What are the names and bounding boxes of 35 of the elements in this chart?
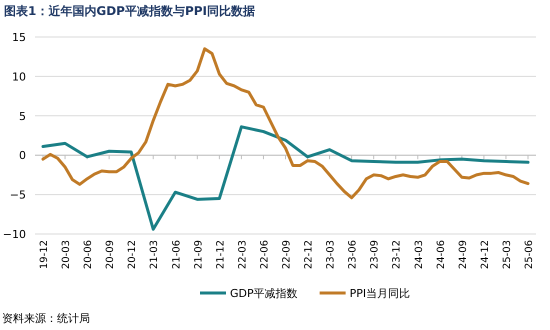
x-tick-label: 21-06 — [171, 240, 182, 270]
x-tick-label: 22-12 — [304, 240, 315, 270]
x-tick-label: 21-09 — [193, 240, 204, 270]
legend-label: PPI当月同比 — [350, 287, 410, 300]
text: 资料来源：统计局 — [2, 312, 90, 325]
x-tick-label: 25-03 — [502, 240, 513, 270]
x-tick-label: 20-06 — [83, 240, 94, 270]
y-tick-label: −10 — [2, 228, 26, 241]
y-tick-label: 10 — [12, 70, 26, 84]
legend-label: GDP平减指数 — [230, 287, 298, 300]
y-tick-label: 15 — [12, 31, 26, 44]
x-tick-label: 21-12 — [215, 240, 226, 270]
x-tick-label: 24-09 — [458, 240, 469, 270]
x-tick-label: 20-12 — [127, 240, 138, 270]
line-series — [42, 47, 530, 200]
x-tick-label: 20-03 — [61, 240, 72, 270]
x-tick-label: 21-03 — [149, 240, 160, 270]
x-tick-label: 23-06 — [348, 240, 359, 270]
x-tick-label: 25-06 — [524, 240, 535, 270]
x-tick-label: 24-06 — [436, 240, 447, 270]
x-tick-label: 24-12 — [480, 240, 491, 270]
x-tick-label: 19-12 — [39, 240, 50, 270]
line-series — [42, 125, 530, 231]
x-tick-label: 23-12 — [392, 240, 403, 270]
x-tick-label: 22-06 — [259, 240, 270, 270]
y-tick-label: 0 — [19, 149, 26, 162]
y-tick-label: −5 — [10, 188, 26, 202]
x-tick-label: 22-03 — [237, 240, 248, 270]
x-tick-label: 23-03 — [326, 240, 337, 270]
x-tick-label: 24-03 — [414, 240, 425, 270]
x-tick-label: 20-09 — [105, 240, 116, 270]
chart-title: 图表1：近年国内GDP平减指数与PPI同比数据 — [4, 4, 256, 18]
x-tick-label: 22-09 — [282, 240, 292, 270]
x-tick-label: 23-09 — [370, 240, 381, 270]
y-tick-label: 5 — [19, 110, 26, 123]
